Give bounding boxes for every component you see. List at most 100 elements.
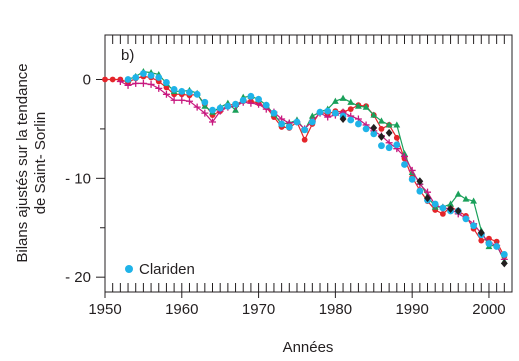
data-point-clariden (347, 116, 355, 124)
panel-label: b) (121, 47, 134, 64)
x-axis-label: Années (283, 339, 334, 356)
data-point-clariden (239, 96, 247, 104)
data-point-black (378, 132, 385, 141)
data-point-clariden (209, 106, 216, 114)
data-point-green (362, 103, 370, 110)
x-tick-label: 2000 (472, 301, 505, 318)
data-point-red (301, 136, 308, 143)
data-point-green (308, 112, 316, 119)
series-red (102, 73, 508, 260)
data-point-clariden (370, 130, 378, 138)
data-point-magenta (247, 99, 255, 107)
data-point-red (439, 211, 446, 217)
data-point-magenta (155, 84, 163, 92)
data-point-clariden (255, 95, 262, 103)
data-point-clariden (170, 85, 178, 93)
x-tick-label: 1980 (319, 301, 352, 318)
data-point-red (478, 237, 485, 244)
data-point-magenta (147, 80, 155, 88)
data-point-clariden (147, 72, 155, 79)
legend-label-clariden: Clariden (139, 261, 195, 278)
data-point-black (385, 128, 393, 137)
data-point-clariden (470, 222, 478, 230)
data-point-magenta (116, 77, 124, 85)
data-point-clariden (500, 251, 508, 258)
data-point-green (385, 121, 393, 128)
data-point-magenta (178, 96, 186, 104)
data-point-clariden (362, 125, 370, 133)
data-point-clariden (224, 102, 232, 110)
data-point-clariden (439, 204, 447, 212)
data-point-green (378, 117, 385, 124)
data-point-clariden (462, 215, 470, 223)
series-line-red (105, 75, 505, 257)
data-point-black (454, 206, 462, 215)
y-axis-label-line1: Bilans ajustés sur la tendance (14, 63, 31, 262)
data-point-green (370, 111, 378, 118)
data-point-clariden (193, 90, 201, 98)
data-point-clariden (163, 79, 170, 86)
data-point-magenta (132, 79, 140, 87)
data-point-clariden (355, 120, 362, 128)
data-point-green (355, 102, 362, 109)
x-tick-label: 1950 (88, 301, 121, 318)
data-point-magenta (209, 118, 217, 126)
y-axis-label-line2: de Saint- Sorlin (32, 112, 49, 215)
data-point-black (339, 115, 347, 124)
legend-marker-clariden (125, 265, 133, 273)
data-point-magenta (400, 153, 408, 161)
data-point-clariden (285, 123, 293, 131)
data-point-clariden (493, 243, 501, 250)
data-point-clariden (316, 108, 324, 116)
plot-frame (104, 34, 513, 293)
data-point-clariden (301, 126, 309, 134)
data-point-magenta (324, 113, 332, 121)
series-line-magenta (120, 80, 505, 260)
major-tick-group (96, 78, 490, 298)
x-tick-label: 1990 (395, 301, 428, 318)
data-point-green (462, 195, 470, 202)
data-point-clariden (331, 109, 339, 117)
data-point-clariden (262, 101, 270, 109)
data-point-black (447, 204, 454, 213)
data-point-clariden (485, 240, 493, 247)
data-point-clariden (124, 76, 132, 83)
data-point-clariden (385, 144, 393, 152)
data-point-magenta (201, 109, 209, 117)
data-point-clariden (132, 74, 140, 81)
data-point-green (447, 200, 454, 207)
data-point-magenta (408, 166, 416, 174)
data-point-magenta (162, 90, 170, 98)
data-point-black (416, 177, 424, 186)
data-point-magenta (124, 81, 132, 89)
data-point-green (454, 190, 462, 197)
series-black (339, 115, 508, 268)
data-point-red (393, 134, 400, 141)
data-point-black (500, 259, 508, 268)
data-point-black (477, 228, 485, 237)
data-point-clariden (270, 109, 278, 117)
data-point-green (201, 102, 209, 109)
data-point-clariden (293, 118, 301, 126)
data-point-red (102, 76, 108, 83)
minor-tick-group (104, 35, 513, 292)
data-point-clariden (378, 142, 385, 150)
data-point-black (370, 123, 378, 132)
data-point-red (347, 106, 354, 113)
data-point-black (424, 194, 431, 203)
data-point-green (393, 121, 401, 128)
legend: Clariden (125, 261, 195, 278)
data-point-red (378, 126, 385, 132)
tick-label-group: 1950 1960 1970 1980 1990 2000 0 - 10 - 20 (65, 71, 506, 318)
data-point-clariden (201, 98, 209, 106)
data-point-magenta (170, 96, 178, 104)
data-point-clariden (408, 175, 416, 183)
data-point-magenta (193, 103, 201, 111)
data-point-green (347, 98, 355, 105)
data-point-green (331, 97, 339, 104)
data-point-clariden (416, 187, 424, 195)
data-point-green (470, 197, 478, 204)
data-point-clariden (186, 88, 193, 96)
data-point-clariden (139, 70, 147, 77)
